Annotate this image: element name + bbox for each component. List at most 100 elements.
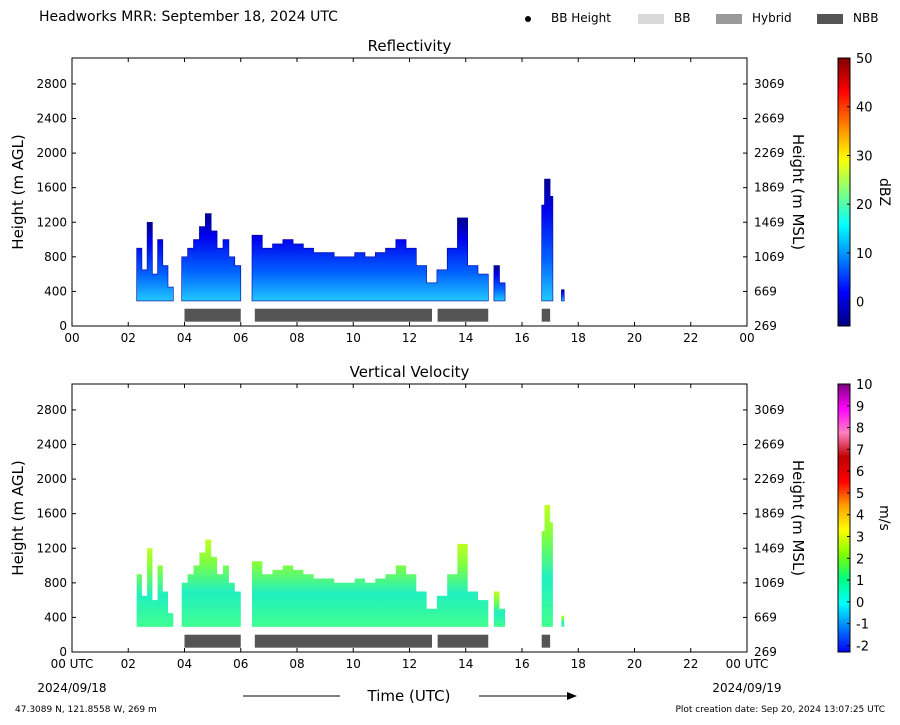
colorbar-tick-label: 4 bbox=[856, 509, 864, 524]
y2-tick-label: 669 bbox=[754, 284, 777, 298]
colorbar-tick-label: -2 bbox=[856, 639, 869, 654]
y-tick-label: 0 bbox=[59, 319, 67, 333]
y2-tick-label: 2269 bbox=[754, 472, 785, 486]
colorbar-label: m/s bbox=[876, 505, 892, 531]
y-tick-label: 800 bbox=[44, 576, 67, 590]
colorbar-tick-label: 0 bbox=[856, 296, 864, 311]
colorbar-tick-label: 10 bbox=[856, 378, 873, 393]
x-tick-label: 18 bbox=[571, 331, 586, 345]
legend-label: NBB bbox=[853, 11, 879, 25]
x-tick-label: 06 bbox=[233, 331, 248, 345]
colorbar-tick-label: -1 bbox=[856, 618, 869, 633]
colorbar-tick-label: 3 bbox=[856, 531, 864, 546]
echo-region bbox=[181, 213, 242, 302]
echo-region bbox=[561, 289, 565, 302]
legend-swatch bbox=[716, 14, 742, 24]
y2-tick-label: 3069 bbox=[754, 403, 785, 417]
bb-type-bar bbox=[437, 634, 489, 648]
echo-region bbox=[136, 222, 174, 302]
x-tick-label: 20 bbox=[627, 657, 642, 671]
y2-tick-label: 1069 bbox=[754, 576, 785, 590]
end-date: 2024/09/19 bbox=[712, 681, 781, 695]
bb-type-bar bbox=[437, 308, 489, 322]
y2-tick-label: 3069 bbox=[754, 77, 785, 91]
y-tick-label: 2400 bbox=[36, 438, 67, 452]
colorbar-tick-label: 5 bbox=[856, 487, 864, 502]
legend-swatch bbox=[638, 14, 664, 24]
y2-tick-label: 2669 bbox=[754, 112, 785, 126]
x-tick-label: 20 bbox=[627, 331, 642, 345]
y-tick-label: 1600 bbox=[36, 181, 67, 195]
x-tick-label: 04 bbox=[177, 657, 192, 671]
colorbar-tick-label: 6 bbox=[856, 465, 864, 480]
station-location: 47.3089 N, 121.8558 W, 269 m bbox=[15, 705, 157, 715]
y2-axis-label: Height (m MSL) bbox=[789, 134, 807, 250]
colorbar bbox=[837, 383, 851, 653]
y2-tick-label: 669 bbox=[754, 610, 777, 624]
y-tick-label: 2000 bbox=[36, 146, 67, 160]
colorbar-label: dBZ bbox=[876, 178, 892, 206]
x-tick-label: 00 UTC bbox=[726, 657, 769, 671]
legend-label: Hybrid bbox=[752, 11, 792, 25]
y-axis-label: Height (m AGL) bbox=[9, 134, 27, 249]
x-tick-label: 16 bbox=[514, 657, 529, 671]
y2-tick-label: 1869 bbox=[754, 507, 785, 521]
colorbar-tick-label: 9 bbox=[856, 400, 864, 415]
echo-region bbox=[493, 591, 506, 627]
colorbar-tick-label: 30 bbox=[856, 149, 873, 164]
x-tick-label: 16 bbox=[514, 331, 529, 345]
y-tick-label: 400 bbox=[44, 610, 67, 624]
x-tick-label: 02 bbox=[121, 331, 136, 345]
x-tick-label: 00 bbox=[739, 331, 754, 345]
legend-label: BB bbox=[674, 11, 691, 25]
x-tick-label: 10 bbox=[346, 331, 361, 345]
bb-type-bar bbox=[184, 308, 241, 322]
colorbar-tick-label: 10 bbox=[856, 247, 873, 262]
y-axis-label: Height (m AGL) bbox=[9, 460, 27, 575]
echo-region bbox=[136, 548, 174, 627]
bb-type-bar bbox=[254, 634, 432, 648]
x-axis-label: Time (UTC) bbox=[367, 687, 451, 705]
colorbar bbox=[837, 57, 851, 327]
echo-region bbox=[181, 539, 241, 627]
y-tick-label: 2000 bbox=[36, 472, 67, 486]
y2-tick-label: 269 bbox=[754, 319, 777, 333]
legend-swatch bbox=[525, 16, 531, 22]
y-tick-label: 800 bbox=[44, 250, 67, 264]
legend-label: BB Height bbox=[551, 11, 611, 25]
y-tick-label: 400 bbox=[44, 284, 67, 298]
x-tick-label: 14 bbox=[458, 331, 473, 345]
start-date: 2024/09/18 bbox=[37, 681, 106, 695]
x-tick-label: 00 bbox=[64, 331, 79, 345]
y2-tick-label: 1469 bbox=[754, 215, 785, 229]
x-tick-label: 04 bbox=[177, 331, 192, 345]
echo-region bbox=[561, 615, 565, 627]
colorbar-tick-label: 2 bbox=[856, 552, 864, 567]
colorbar-tick-label: 1 bbox=[856, 574, 864, 589]
y2-tick-label: 2669 bbox=[754, 438, 785, 452]
colorbar-tick-label: 40 bbox=[856, 101, 873, 116]
y2-axis-label: Height (m MSL) bbox=[789, 460, 807, 576]
bb-type-bar bbox=[184, 634, 241, 648]
bb-type-bar bbox=[254, 308, 432, 322]
echo-region bbox=[541, 178, 554, 302]
colorbar-tick-label: 7 bbox=[856, 443, 864, 458]
echo-region bbox=[252, 543, 489, 627]
x-tick-label: 22 bbox=[683, 657, 698, 671]
x-tick-label: 08 bbox=[289, 657, 304, 671]
echo-region bbox=[493, 265, 506, 302]
y-tick-label: 2800 bbox=[36, 403, 67, 417]
y-tick-label: 2400 bbox=[36, 112, 67, 126]
x-tick-label: 14 bbox=[458, 657, 473, 671]
plot-creation-date: Plot creation date: Sep 20, 2024 13:07:2… bbox=[675, 705, 885, 715]
y2-tick-label: 1469 bbox=[754, 541, 785, 555]
chart-title: Reflectivity bbox=[368, 37, 452, 55]
colorbar-tick-label: 20 bbox=[856, 198, 873, 213]
x-tick-label: 08 bbox=[289, 331, 304, 345]
colorbar-tick-label: 0 bbox=[856, 596, 864, 611]
colorbar-tick-label: 50 bbox=[856, 52, 873, 67]
x-tick-label: 12 bbox=[402, 331, 417, 345]
chart-title: Vertical Velocity bbox=[350, 363, 470, 381]
x-tick-label: 06 bbox=[233, 657, 248, 671]
y-tick-label: 0 bbox=[59, 645, 67, 659]
